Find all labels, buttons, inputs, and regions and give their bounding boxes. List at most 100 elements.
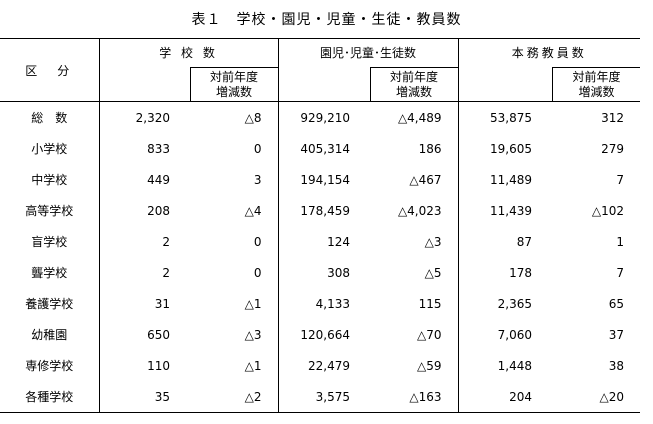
cell-schools: 31 (98, 288, 190, 319)
cell-students: 4,133 (277, 288, 371, 319)
cell-schools-change: 3 (253, 172, 262, 187)
cell-teachers-change: 7 (616, 172, 625, 187)
cell-name: 聾学校 (31, 266, 68, 280)
cell-schools-change: 0 (253, 234, 262, 249)
cell-students-change: △70 (417, 327, 442, 342)
cell-teachers: 11,439 (457, 195, 553, 226)
cell-students: 308 (277, 257, 371, 288)
cell-students-change: △3 (424, 234, 442, 249)
cell-teachers-change: 65 (608, 296, 625, 311)
cell-students: 194,154 (277, 164, 371, 195)
cell-schools: 449 (98, 164, 190, 195)
cell-schools: 833 (98, 133, 190, 164)
cell-students-change: 115 (418, 296, 442, 311)
cell-teachers: 178 (457, 257, 553, 288)
header-students-change: 対前年度 増減数 (277, 66, 459, 102)
table-row: 各種学校 35 △2 3,575 △163 204 △20 (0, 381, 641, 413)
table-row: 中学校 449 3 194,154 △467 11,489 7 (0, 164, 640, 195)
cell-name: 小学校 (31, 142, 68, 156)
change-label-line2: 増減数 (216, 84, 253, 99)
header-category: 区 分 (0, 38, 99, 102)
cell-teachers-change: △102 (591, 203, 625, 218)
cell-students-change: 186 (418, 141, 442, 156)
cell-students-change: △4,489 (397, 110, 442, 125)
cell-name: 高等学校 (25, 204, 74, 218)
table-row: 高等学校 208 △4 178,459 △4,023 11,439 △102 (0, 195, 640, 226)
cell-teachers-change: 37 (608, 327, 625, 342)
cell-teachers: 204 (457, 381, 553, 413)
cell-teachers: 2,365 (457, 288, 553, 319)
table-row: 養護学校 31 △1 4,133 115 2,365 65 (0, 288, 640, 319)
change-label-line2: 増減数 (396, 84, 433, 99)
cell-students-change: △163 (370, 381, 459, 413)
cell-name: 幼稚園 (31, 328, 68, 342)
change-label-line1: 対前年度 (210, 69, 259, 84)
statistics-table: 区 分 学 校 数 園児･児童･生徒数 本務教員数 対前年度 増減数 対前年度 … (0, 38, 641, 413)
header-row-1: 区 分 学 校 数 園児･児童･生徒数 本務教員数 (0, 38, 641, 102)
table-row: 専修学校 110 △1 22,479 △59 1,448 38 (0, 350, 640, 381)
cell-schools: 650 (98, 319, 190, 350)
cell-students: 3,575 (277, 381, 371, 413)
header-students: 園児･児童･生徒数 (277, 38, 459, 66)
cell-schools-change: △4 (244, 203, 262, 218)
cell-teachers-change: 279 (601, 141, 625, 156)
cell-teachers: 11,489 (457, 164, 553, 195)
change-label-line2: 増減数 (578, 84, 615, 99)
cell-schools-change: 0 (253, 141, 262, 156)
cell-schools-change: △2 (190, 381, 279, 413)
cell-schools: 2,320 (98, 101, 190, 133)
change-label-box: 対前年度 増減数 (552, 66, 641, 101)
header-schools-change: 対前年度 増減数 (98, 66, 279, 102)
table-row: 盲学校 2 0 124 △3 87 1 (0, 226, 640, 257)
cell-name: 中学校 (31, 173, 68, 187)
header-schools: 学 校 数 (98, 38, 279, 66)
header-row-2: 対前年度 増減数 対前年度 増減数 対前年度 増減数 (0, 66, 641, 102)
cell-teachers-change: △20 (552, 381, 641, 413)
header-teachers: 本務教員数 (457, 38, 641, 66)
cell-teachers: 1,448 (457, 350, 553, 381)
cell-schools-change: △3 (244, 327, 262, 342)
change-label-line1: 対前年度 (390, 69, 439, 84)
table-row: 総 数 2,320 △8 929,210 △4,489 53,875 312 (0, 101, 640, 133)
cell-students: 405,314 (277, 133, 371, 164)
cell-name: 総 数 (31, 111, 68, 125)
cell-teachers: 53,875 (457, 101, 553, 133)
cell-teachers-change: 7 (616, 265, 625, 280)
cell-students: 120,664 (277, 319, 371, 350)
cell-name: 各種学校 (0, 381, 99, 413)
cell-students: 178,459 (277, 195, 371, 226)
cell-students: 22,479 (277, 350, 371, 381)
cell-schools-change: △8 (244, 110, 262, 125)
cell-students: 124 (277, 226, 371, 257)
cell-name: 専修学校 (25, 359, 74, 373)
cell-students: 929,210 (277, 101, 371, 133)
table-body: 総 数 2,320 △8 929,210 △4,489 53,875 312 小学校 833 0 4… (0, 101, 641, 413)
cell-teachers: 7,060 (457, 319, 553, 350)
cell-schools: 35 (98, 381, 190, 413)
table-row: 幼稚園 650 △3 120,664 △70 7,060 37 (0, 319, 640, 350)
change-label-line1: 対前年度 (572, 69, 621, 84)
change-label-box: 対前年度 増減数 (189, 66, 278, 101)
cell-teachers-change: 38 (608, 358, 625, 373)
cell-teachers: 19,605 (457, 133, 553, 164)
cell-students-change: △59 (417, 358, 442, 373)
cell-schools: 2 (98, 226, 190, 257)
cell-students-change: △5 (424, 265, 442, 280)
cell-name: 養護学校 (25, 297, 74, 311)
cell-schools: 2 (98, 257, 190, 288)
cell-schools: 110 (98, 350, 190, 381)
cell-students-change: △467 (409, 172, 442, 187)
table-row: 聾学校 2 0 308 △5 178 7 (0, 257, 640, 288)
cell-students-change: △4,023 (397, 203, 442, 218)
table-row: 小学校 833 0 405,314 186 19,605 279 (0, 133, 640, 164)
header-teachers-change: 対前年度 増減数 (457, 66, 641, 102)
cell-teachers-change: 312 (601, 110, 625, 125)
cell-teachers: 87 (457, 226, 553, 257)
cell-teachers-change: 1 (616, 234, 625, 249)
cell-name: 盲学校 (31, 235, 68, 249)
cell-schools: 208 (98, 195, 190, 226)
cell-schools-change: △1 (244, 296, 262, 311)
cell-schools-change: 0 (253, 265, 262, 280)
change-label-box: 対前年度 増減数 (369, 66, 458, 101)
cell-schools-change: △1 (244, 358, 262, 373)
